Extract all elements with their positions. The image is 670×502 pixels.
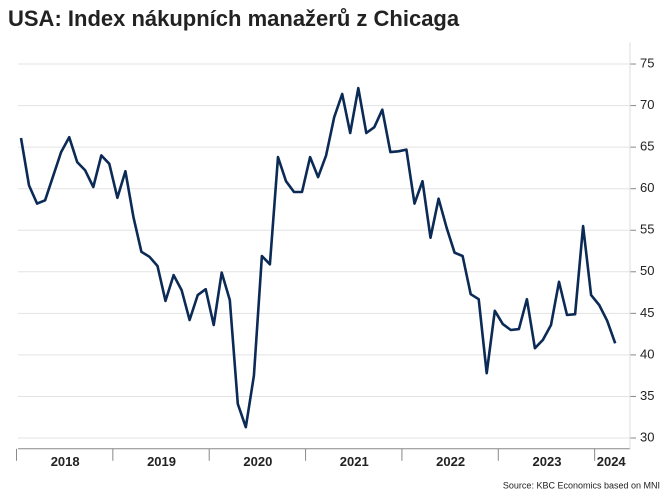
y-tick-label: 70 [640, 97, 654, 112]
y-tick-label: 40 [640, 346, 654, 361]
x-tick-label: 2020 [243, 454, 272, 469]
source-note: Source: KBC Economics based on MNI [503, 480, 660, 490]
y-tick-label: 60 [640, 180, 654, 195]
x-tick-label: 2024 [597, 454, 627, 469]
y-tick-label: 35 [640, 388, 654, 403]
y-tick-label: 55 [640, 222, 654, 237]
chart-title: USA: Index nákupních manažerů z Chicaga [8, 6, 460, 31]
y-tick-label: 45 [640, 305, 654, 320]
data-line [19, 86, 617, 429]
y-tick-label: 30 [640, 429, 654, 444]
x-tick-label: 2019 [147, 454, 176, 469]
x-tick-label: 2022 [436, 454, 465, 469]
x-tick-label: 2023 [533, 454, 562, 469]
y-tick-label: 75 [640, 55, 654, 70]
x-tick-label: 2021 [340, 454, 369, 469]
x-tick-label: 2018 [51, 454, 80, 469]
y-tick-label: 50 [640, 263, 654, 278]
y-tick-label: 65 [640, 139, 654, 154]
